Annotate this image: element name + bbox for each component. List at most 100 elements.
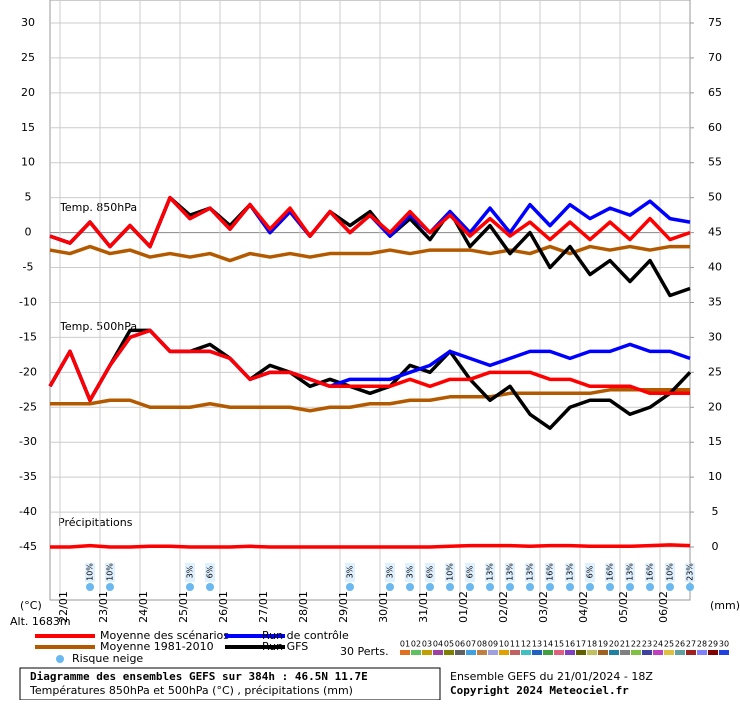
legend-label: Moyenne 1981-2010 — [100, 640, 214, 653]
pert-swatch — [521, 650, 531, 655]
snow-risk — [466, 583, 474, 591]
pert-swatch — [686, 650, 696, 655]
x-tick-label: 26/01 — [217, 591, 230, 623]
snow-box — [105, 563, 115, 582]
pert-label: 15 — [554, 640, 564, 649]
y2-tick-label: 70 — [708, 51, 722, 64]
pert-swatch — [697, 650, 707, 655]
x-tick-label: 25/01 — [177, 591, 190, 623]
y2-label: (mm) — [710, 599, 740, 612]
pert-swatch — [499, 650, 509, 655]
snow-box — [625, 563, 635, 582]
snow-box — [485, 563, 495, 582]
y-tick-label: -5 — [23, 261, 34, 274]
snow-box — [445, 563, 455, 582]
snow-risk — [186, 583, 194, 591]
snow-risk — [106, 583, 114, 591]
pert-label: 09 — [488, 640, 498, 649]
snow-box — [405, 563, 415, 582]
x-tick-label: 30/01 — [377, 591, 390, 623]
pert-label: 19 — [598, 640, 608, 649]
legend-label: Run de contrôle — [262, 629, 349, 642]
pert-label: 18 — [587, 640, 597, 649]
pert-swatch — [444, 650, 454, 655]
y-tick-label: -20 — [19, 365, 37, 378]
legend-label: Risque neige — [72, 652, 143, 665]
annotation: Temp. 500hPa — [59, 320, 137, 333]
footer-copyright: Copyright 2024 Meteociel.fr — [450, 684, 629, 697]
y-tick-label: -25 — [19, 400, 37, 413]
y-tick-label: 15 — [21, 121, 35, 134]
snow-risk-label: 6% — [586, 565, 595, 578]
pert-swatch — [664, 650, 674, 655]
pert-label: 13 — [532, 640, 542, 649]
snow-risk — [686, 583, 694, 591]
pert-swatch — [543, 650, 553, 655]
pert-label: 22 — [631, 640, 641, 649]
pert-label: 11 — [510, 640, 520, 649]
pert-swatch — [642, 650, 652, 655]
y2-tick-label: 40 — [708, 261, 722, 274]
pert-swatch — [708, 650, 718, 655]
y-tick-label: 0 — [25, 226, 32, 239]
x-tick-label: 29/01 — [337, 591, 350, 623]
snow-risk-label: 6% — [206, 565, 215, 578]
snow-risk — [526, 583, 534, 591]
pert-swatch — [455, 650, 465, 655]
pert-swatch — [477, 650, 487, 655]
snow-risk — [626, 583, 634, 591]
pert-label: 04 — [433, 640, 443, 649]
y-tick-label: 10 — [21, 156, 35, 169]
x-tick-label: 03/02 — [537, 591, 550, 623]
pert-label: 17 — [576, 640, 586, 649]
x-tick-label: 23/01 — [97, 591, 110, 623]
altitude: Alt. 1683m — [10, 615, 71, 628]
pert-swatch — [400, 650, 410, 655]
snow-risk — [506, 583, 514, 591]
plot-frame — [49, 0, 691, 601]
snow-box — [505, 563, 515, 582]
snow-box — [205, 563, 215, 582]
x-tick-label: 31/01 — [417, 591, 430, 623]
pert-swatch — [609, 650, 619, 655]
y-tick-label: -10 — [19, 295, 37, 308]
pert-swatch — [675, 650, 685, 655]
y-tick-label: -30 — [19, 435, 37, 448]
snow-risk-label: 3% — [386, 565, 395, 578]
pert-label: 05 — [444, 640, 454, 649]
pert-swatch — [466, 650, 476, 655]
pert-label: 25 — [664, 640, 674, 649]
snow-box — [545, 563, 555, 582]
snow-risk — [606, 583, 614, 591]
x-tick-label: 27/01 — [257, 591, 270, 623]
snow-box — [425, 563, 435, 582]
snow-risk-label: 10% — [666, 563, 675, 581]
snow-risk-label: 23% — [686, 563, 695, 581]
pert-label: 10 — [499, 640, 509, 649]
series-line — [50, 543, 691, 549]
snow-risk-label: 10% — [446, 563, 455, 581]
y-tick-label: 20 — [21, 86, 35, 99]
pert-label: 06 — [455, 640, 465, 649]
pert-swatch — [631, 650, 641, 655]
pert-label: 29 — [708, 640, 718, 649]
pert-swatch — [620, 650, 630, 655]
snow-risk-label: 16% — [646, 563, 655, 581]
pert-swatch — [719, 650, 729, 655]
snow-box — [665, 563, 675, 582]
snow-box — [645, 563, 655, 582]
annotation: Temp. 850hPa — [59, 201, 137, 214]
x-tick-label: 01/02 — [457, 591, 470, 623]
legend-label: Run GFS — [262, 640, 308, 653]
snow-risk-label: 13% — [626, 563, 635, 581]
series-line — [49, 244, 690, 263]
y2-tick-label: 25 — [708, 365, 722, 378]
snow-risk — [406, 583, 414, 591]
snow-risk-label: 10% — [86, 563, 95, 581]
perts-label: 30 Perts. — [340, 645, 389, 658]
pert-swatch — [565, 650, 575, 655]
pert-label: 23 — [642, 640, 652, 649]
pert-swatch — [411, 650, 421, 655]
y2-tick-label: 60 — [708, 121, 722, 134]
